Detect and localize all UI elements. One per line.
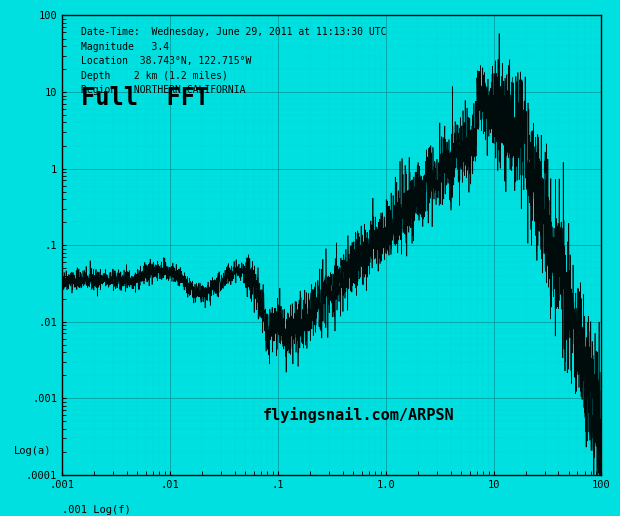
Text: .001 Log(f): .001 Log(f)	[62, 505, 131, 514]
Text: Date-Time:  Wednesday, June 29, 2011 at 11:13:30 UTC
Magnitude   3.4
Location  3: Date-Time: Wednesday, June 29, 2011 at 1…	[81, 27, 386, 95]
Text: Full  FFT: Full FFT	[81, 86, 209, 110]
Text: Log(a): Log(a)	[14, 446, 51, 456]
Text: flyingsnail.com/ARPSN: flyingsnail.com/ARPSN	[263, 407, 454, 423]
